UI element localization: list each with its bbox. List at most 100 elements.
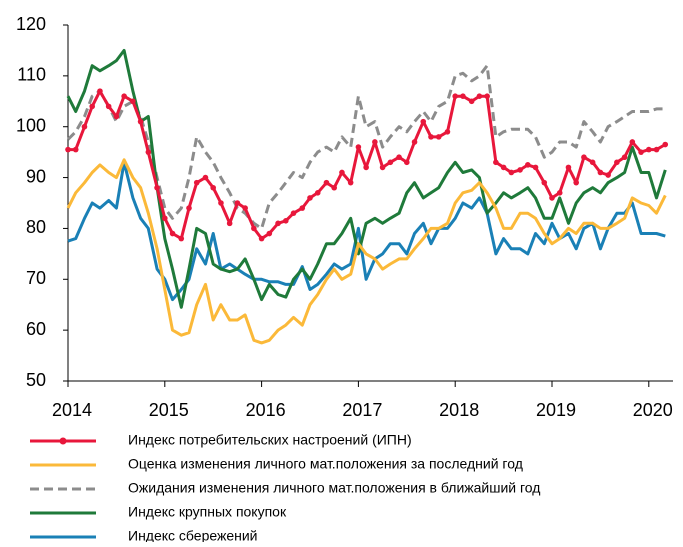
point <box>614 159 620 166</box>
point <box>638 149 644 155</box>
point <box>525 162 531 168</box>
point <box>500 164 507 171</box>
point <box>476 93 483 99</box>
point <box>411 139 418 145</box>
point <box>517 167 523 173</box>
point <box>484 93 490 99</box>
point <box>420 118 427 125</box>
point <box>646 146 652 153</box>
point <box>251 225 257 232</box>
point <box>226 220 233 227</box>
point <box>396 154 402 161</box>
y-tick-label: 120 <box>16 14 46 34</box>
point <box>347 179 354 186</box>
point <box>72 146 79 153</box>
point <box>452 93 459 99</box>
point <box>299 205 306 211</box>
point <box>186 205 192 211</box>
point <box>565 164 572 171</box>
point <box>121 93 127 99</box>
x-tick-label: 2019 <box>536 400 576 420</box>
point <box>541 179 548 186</box>
point <box>81 123 88 130</box>
point <box>65 146 71 153</box>
point <box>621 154 628 161</box>
series-line <box>67 160 666 302</box>
y-tick-label: 60 <box>26 319 46 339</box>
series-line <box>66 64 666 230</box>
point <box>339 169 345 176</box>
point <box>435 134 442 140</box>
point <box>234 200 241 206</box>
point <box>314 190 321 196</box>
point <box>581 154 587 161</box>
point <box>605 172 611 178</box>
point <box>468 98 475 105</box>
x-tick-label: 2014 <box>52 400 92 420</box>
point <box>258 235 265 242</box>
y-tick-label: 70 <box>26 268 46 288</box>
point <box>137 118 144 125</box>
point <box>290 210 297 216</box>
legend-marker <box>59 437 67 445</box>
series-line <box>66 48 667 309</box>
legend-label: Индекс сбережений <box>128 528 258 542</box>
legend-label: Ожидания изменения личного мат.положения… <box>128 480 540 496</box>
point <box>283 218 289 224</box>
point <box>629 139 636 145</box>
point <box>323 179 330 186</box>
point <box>162 215 168 222</box>
point <box>508 169 515 176</box>
x-tick-label: 2020 <box>633 400 673 420</box>
y-tick-label: 80 <box>26 217 46 237</box>
point <box>307 195 313 201</box>
point <box>218 200 224 206</box>
point <box>169 230 176 237</box>
point <box>379 164 386 171</box>
point <box>113 113 120 120</box>
point <box>404 159 410 166</box>
point <box>89 103 95 110</box>
point <box>178 235 185 242</box>
point <box>372 139 378 145</box>
y-tick-label: 100 <box>16 115 46 135</box>
point <box>202 174 209 181</box>
point <box>130 98 136 105</box>
point <box>210 184 216 191</box>
point <box>331 184 338 191</box>
y-tick-label: 90 <box>26 166 46 186</box>
x-tick-label: 2017 <box>342 400 382 420</box>
point <box>662 141 669 148</box>
point <box>193 179 200 186</box>
point <box>549 195 555 201</box>
series-line <box>66 158 667 345</box>
point <box>444 129 451 135</box>
point <box>363 164 369 171</box>
point <box>266 230 273 237</box>
x-tick-label: 2018 <box>439 400 479 420</box>
point <box>573 179 579 186</box>
point <box>355 144 362 150</box>
point <box>242 205 248 211</box>
y-tick-label: 50 <box>26 370 46 390</box>
x-tick-label: 2016 <box>246 400 286 420</box>
point <box>275 220 281 227</box>
point <box>589 159 596 166</box>
point <box>653 146 660 153</box>
legend-label: Индекс потребительских настроений (ИПН) <box>128 432 412 448</box>
point <box>597 169 604 176</box>
point <box>154 184 160 191</box>
point <box>556 190 563 196</box>
y-tick-label: 110 <box>17 65 46 85</box>
point <box>532 164 539 171</box>
legend-label: Оценка изменения личного мат.положения з… <box>128 456 523 472</box>
legend-label: Индекс крупных покупок <box>128 504 287 520</box>
point <box>387 159 394 166</box>
point <box>145 149 152 155</box>
point <box>97 88 103 94</box>
point <box>428 134 434 140</box>
x-tick-label: 2015 <box>149 400 189 420</box>
point <box>493 159 499 166</box>
point <box>105 103 112 110</box>
